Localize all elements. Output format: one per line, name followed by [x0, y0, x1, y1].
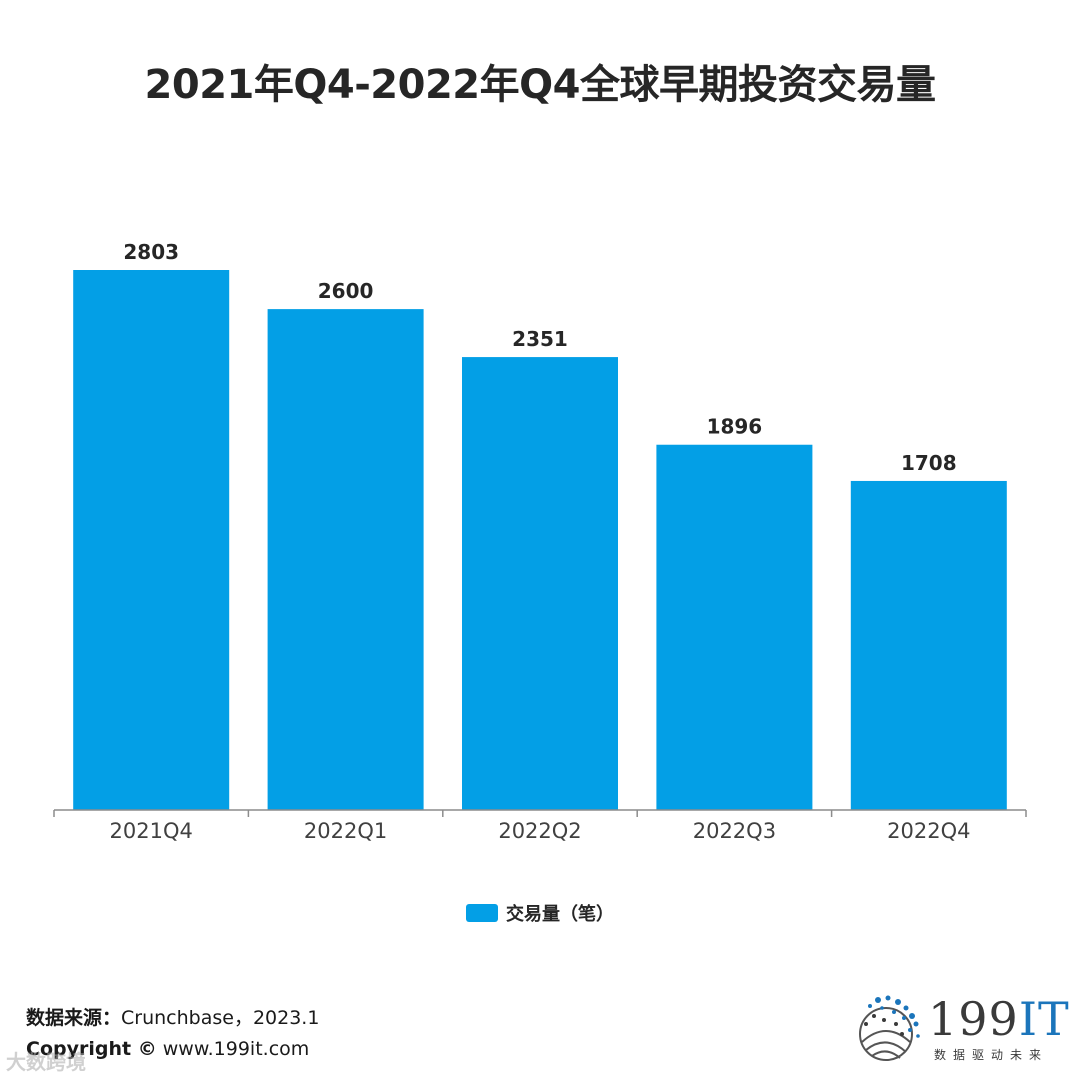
data-label-2022Q3: 1896 — [707, 415, 763, 439]
watermark: 大数跨境 — [6, 1050, 86, 1074]
legend: 交易量（笔） — [0, 900, 1080, 926]
copyright-value: www.199it.com — [162, 1038, 310, 1060]
copyright-label: Copyright © — [26, 1038, 157, 1060]
data-source: 数据来源：Crunchbase，2023.1 — [26, 1003, 319, 1030]
x-tick-label-2021Q4: 2021Q4 — [110, 819, 193, 843]
chart-title: 2021年Q4-2022年Q4全球早期投资交易量 — [144, 62, 936, 108]
legend-swatch — [466, 904, 498, 922]
legend-label: 交易量（笔） — [506, 904, 614, 925]
bar-2022Q2 — [462, 357, 618, 810]
bar-2022Q4 — [850, 480, 1007, 810]
copyright: Copyright © www.199it.com — [26, 1038, 309, 1060]
logo-wordmark: 199IT — [928, 992, 1070, 1046]
source-value: Crunchbase，2023.1 — [121, 1007, 320, 1029]
bar-2022Q1 — [267, 309, 424, 810]
source-label: 数据来源： — [26, 1007, 122, 1029]
x-tick-label-2022Q3: 2022Q3 — [693, 819, 776, 843]
x-tick-label-2022Q4: 2022Q4 — [887, 819, 970, 843]
x-tick-label-2022Q2: 2022Q2 — [498, 819, 581, 843]
logo-tagline: 数据驱动未来 — [934, 1048, 1049, 1062]
x-tick-label-2022Q1: 2022Q1 — [304, 819, 387, 843]
data-label-2022Q1: 2600 — [318, 279, 374, 303]
bar-2021Q4 — [73, 270, 230, 810]
data-label-2021Q4: 2803 — [123, 240, 179, 264]
logo-199it: 199IT 数据驱动未来 — [848, 990, 1070, 1070]
bar-2022Q3 — [656, 444, 813, 810]
data-label-2022Q4: 1708 — [901, 451, 957, 475]
data-label-2022Q2: 2351 — [512, 327, 568, 351]
bar-chart: 2803 2021Q4 2600 2022Q1 2351 2022Q2 1896 2022Q3… — [53, 240, 1027, 843]
logo-globe-icon — [859, 995, 920, 1061]
